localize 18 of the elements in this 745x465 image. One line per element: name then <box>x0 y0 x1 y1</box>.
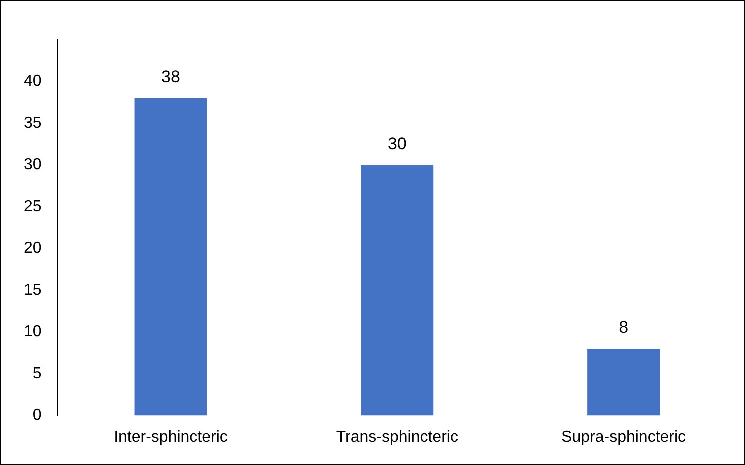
x-tick-label: Trans-sphincteric <box>336 428 458 446</box>
y-tick-label: 0 <box>32 407 42 424</box>
y-tick-label: 30 <box>24 156 42 174</box>
y-tick-label: 25 <box>24 198 42 216</box>
bar <box>361 165 434 416</box>
x-tick-label: Inter-sphincteric <box>114 428 228 446</box>
y-tick-label: 15 <box>24 282 42 299</box>
y-tick-label: 5 <box>32 365 42 382</box>
bar <box>588 348 660 416</box>
y-tick-label: 40 <box>24 73 42 90</box>
y-tick-label: 20 <box>24 240 42 258</box>
y-tick-label: 35 <box>24 114 42 132</box>
x-tick-label: Supra-sphincteric <box>562 428 686 446</box>
y-tick-label: 10 <box>24 324 42 341</box>
bar <box>134 98 208 416</box>
data-label: 30 <box>388 134 407 154</box>
data-label: 38 <box>162 68 180 87</box>
data-label: 8 <box>619 318 629 338</box>
